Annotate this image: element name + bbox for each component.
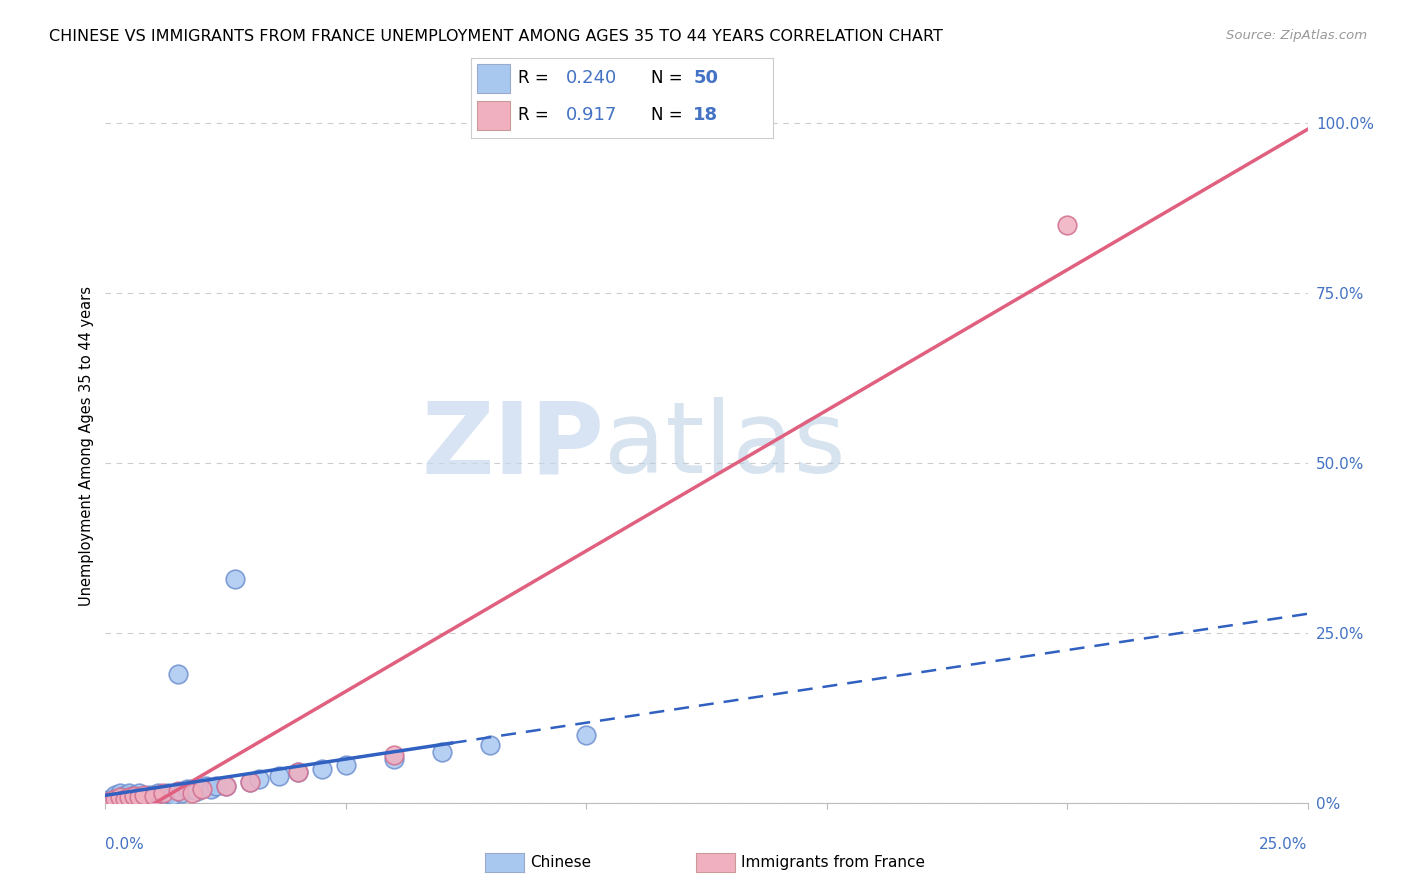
Point	[118, 786, 141, 800]
Point	[267, 769, 290, 783]
Point	[152, 788, 174, 802]
Point	[575, 728, 598, 742]
Point	[114, 792, 136, 806]
Point	[124, 789, 146, 803]
Point	[335, 758, 357, 772]
Point	[186, 783, 208, 797]
Point	[138, 788, 160, 802]
Point	[214, 779, 236, 793]
Point	[132, 789, 155, 803]
Point	[190, 780, 212, 795]
Point	[287, 765, 309, 780]
Text: 50: 50	[693, 70, 718, 87]
Text: 0.240: 0.240	[567, 70, 617, 87]
Text: 0.917: 0.917	[567, 106, 617, 124]
Text: N =: N =	[651, 70, 688, 87]
Text: 18: 18	[693, 106, 718, 124]
Text: 25.0%: 25.0%	[1260, 838, 1308, 852]
Point	[430, 745, 453, 759]
Point	[205, 779, 228, 793]
Y-axis label: Unemployment Among Ages 35 to 44 years: Unemployment Among Ages 35 to 44 years	[79, 286, 94, 606]
Point	[128, 789, 150, 803]
Point	[479, 738, 502, 752]
Point	[148, 789, 170, 803]
Bar	[477, 102, 510, 130]
Point	[181, 786, 204, 800]
Point	[114, 788, 136, 802]
Point	[124, 790, 146, 805]
Point	[287, 765, 309, 780]
Point	[142, 789, 165, 803]
Point	[104, 788, 127, 802]
Point	[190, 782, 212, 797]
Point	[247, 772, 270, 786]
Point	[382, 748, 405, 763]
Point	[104, 790, 127, 805]
Point	[181, 782, 204, 797]
Point	[128, 792, 150, 806]
Text: atlas: atlas	[605, 398, 846, 494]
Point	[128, 786, 150, 800]
Point	[176, 782, 198, 797]
Point	[311, 762, 333, 776]
Point	[239, 775, 262, 789]
Point	[128, 790, 150, 805]
Point	[124, 788, 146, 802]
Point	[214, 779, 236, 793]
Point	[108, 789, 131, 803]
Point	[132, 788, 155, 802]
Text: 0.0%: 0.0%	[105, 838, 145, 852]
Point	[156, 786, 179, 800]
Point	[200, 782, 222, 797]
Point	[224, 572, 246, 586]
Text: CHINESE VS IMMIGRANTS FROM FRANCE UNEMPLOYMENT AMONG AGES 35 TO 44 YEARS CORRELA: CHINESE VS IMMIGRANTS FROM FRANCE UNEMPL…	[49, 29, 943, 44]
Point	[239, 775, 262, 789]
Text: R =: R =	[517, 70, 554, 87]
Text: R =: R =	[517, 106, 554, 124]
Point	[104, 792, 127, 806]
Point	[114, 790, 136, 805]
Point	[142, 790, 165, 805]
Point	[195, 779, 218, 793]
Text: ZIP: ZIP	[422, 398, 605, 494]
Text: Chinese: Chinese	[530, 855, 591, 870]
Point	[118, 789, 141, 803]
Bar	[477, 64, 510, 94]
Point	[114, 792, 136, 806]
Point	[166, 666, 188, 681]
Point	[124, 792, 146, 806]
Point	[152, 786, 174, 800]
Point	[148, 786, 170, 800]
Point	[162, 788, 184, 802]
Point	[108, 790, 131, 805]
Point	[142, 788, 165, 802]
Point	[172, 786, 194, 800]
Point	[108, 786, 131, 800]
Point	[138, 790, 160, 805]
Point	[108, 792, 131, 806]
Point	[1056, 218, 1078, 232]
Point	[98, 794, 121, 808]
Point	[132, 791, 155, 805]
Text: Source: ZipAtlas.com: Source: ZipAtlas.com	[1226, 29, 1367, 42]
Text: N =: N =	[651, 106, 688, 124]
Point	[118, 791, 141, 805]
Point	[98, 792, 121, 806]
Point	[382, 751, 405, 765]
Point	[166, 783, 188, 797]
Text: Immigrants from France: Immigrants from France	[741, 855, 925, 870]
Point	[118, 790, 141, 805]
